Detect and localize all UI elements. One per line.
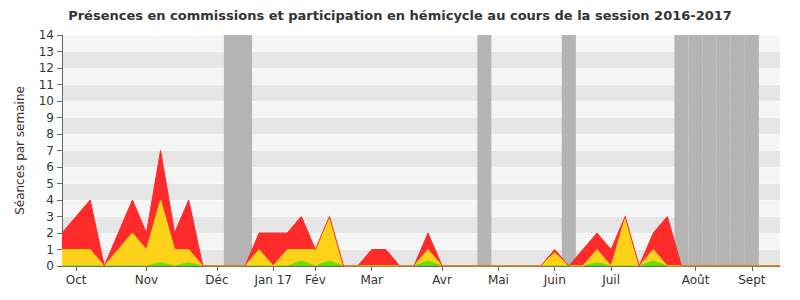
svg-text:7: 7	[46, 144, 54, 158]
svg-text:10: 10	[39, 94, 54, 108]
svg-text:Fév: Fév	[305, 273, 326, 287]
svg-text:Séances par semaine: Séances par semaine	[13, 86, 27, 215]
svg-text:Déc: Déc	[205, 273, 228, 287]
svg-text:0: 0	[46, 259, 54, 273]
svg-text:8: 8	[46, 127, 54, 141]
svg-text:Nov: Nov	[135, 273, 158, 287]
svg-text:13: 13	[39, 45, 54, 59]
svg-text:12: 12	[39, 61, 54, 75]
svg-text:11: 11	[39, 78, 54, 92]
svg-text:9: 9	[46, 111, 54, 125]
svg-text:14: 14	[39, 28, 54, 42]
svg-text:Août: Août	[682, 273, 710, 287]
svg-text:Oct: Oct	[66, 273, 87, 287]
svg-text:6: 6	[46, 160, 54, 174]
svg-text:Mar: Mar	[360, 273, 383, 287]
svg-text:4: 4	[46, 193, 54, 207]
svg-text:5: 5	[46, 177, 54, 191]
svg-text:1: 1	[46, 243, 54, 257]
svg-text:3: 3	[46, 210, 54, 224]
svg-text:Mai: Mai	[488, 273, 509, 287]
svg-text:Juin: Juin	[543, 273, 566, 287]
svg-text:2: 2	[46, 226, 54, 240]
svg-text:Avr: Avr	[432, 273, 452, 287]
svg-text:Sept: Sept	[738, 273, 766, 287]
svg-text:Jan 17: Jan 17	[253, 273, 292, 287]
svg-text:Juil: Juil	[601, 273, 620, 287]
svg-text:Présences en commissions et pa: Présences en commissions et participatio…	[68, 8, 732, 23]
